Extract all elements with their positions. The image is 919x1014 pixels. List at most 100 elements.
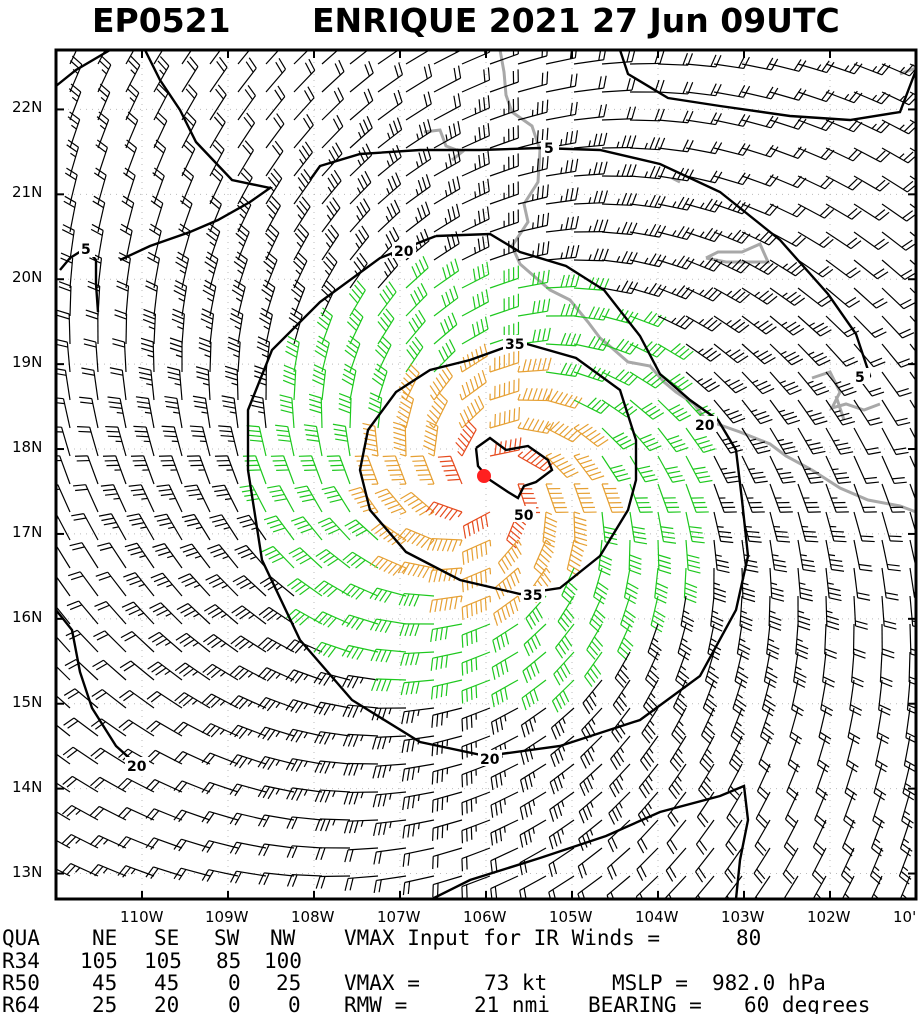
wind-barb [332,423,351,457]
wind-barb [405,255,429,289]
wind-barb [431,707,463,728]
wind-barb [397,561,435,579]
isotach-5-east [618,50,916,122]
wind-barb [405,119,432,149]
wind-barb [377,199,401,233]
wind-barb [321,114,344,149]
wind-barb [348,280,366,317]
wind-barb [114,309,128,345]
wind-barb [608,791,631,825]
wind-barb [606,875,631,899]
wind-barb [657,455,686,483]
wind-barb [231,279,246,317]
wind-barb [545,362,582,377]
wind-barb [237,167,253,205]
wind-barb [685,483,709,513]
wind-barb [56,455,71,485]
storm-id: EP0521 [92,1,231,40]
wind-barb [402,819,435,839]
wind-barb [433,231,460,261]
wind-barb [713,259,751,274]
wind-barb [727,763,743,801]
wind-barb [148,223,162,261]
wind-barb [153,139,167,177]
wind-barb [432,819,463,841]
wind-barb [853,259,889,280]
wind-barb [461,875,491,899]
wind-barb [549,763,575,795]
wind-barb [117,865,155,878]
wind-barb [685,511,705,544]
wind-barb [825,147,863,162]
wind-barb [308,393,323,429]
wind-barb [797,231,834,249]
wind-barb [77,426,99,457]
wind-barb [227,336,241,373]
wind-barb [258,843,295,857]
wind-barb [490,847,519,874]
wind-barb [149,602,183,625]
wind-barb [256,336,271,373]
wind-barb [601,164,637,177]
wind-barb [685,198,723,213]
wind-barb [797,175,835,190]
isotach-50 [474,436,554,500]
wind-barb [92,195,106,233]
wind-barb [342,674,379,689]
wind-barb [293,113,314,149]
wind-barb [698,763,715,800]
wind-barb [124,542,155,569]
wind-barb [759,707,775,745]
wind-barb [629,511,648,545]
wind-barb [542,511,558,548]
wind-barb [797,595,811,631]
wind-barb [368,392,383,429]
wind-barb [261,545,295,569]
wind-barb [797,483,821,513]
wind-barb [657,167,695,182]
wind-barb [265,168,283,205]
wind-barb [315,818,351,832]
wind-barb [265,50,280,65]
isotach-5-northwest-upper [56,50,273,262]
wind-barb [881,595,897,630]
wind-barb [825,427,854,455]
wind-barb [853,539,873,572]
wind-barb [741,399,773,425]
wind-barb [573,277,610,291]
wind-barb [426,391,448,429]
wind-barb [97,542,127,569]
wind-barb [153,111,168,149]
wind-barb [825,259,861,279]
wind-barb [125,83,140,121]
wind-barb [206,223,221,261]
wind-barb [237,85,256,121]
wind-barb [147,661,183,681]
wind-barb [192,395,211,429]
wind-barb [628,539,642,575]
lat-label-13n: 13N [12,863,42,881]
wind-barb [763,651,778,689]
wind-barb [181,139,196,177]
wind-barb [601,50,636,65]
wind-barb [90,223,104,261]
wind-barb [61,862,99,877]
wind-barb [290,279,306,317]
wind-barb [756,763,771,801]
wind-barb [263,515,295,541]
wind-barb [517,156,549,177]
wind-barb [462,539,492,565]
wind-barb [815,763,828,801]
wind-barb [489,50,519,65]
wind-barb [293,196,311,233]
wind-barb [769,483,793,513]
rmw-label: RMW = [344,993,407,1014]
wind-barb [909,455,916,472]
wind-barb [699,735,715,773]
wind-barb [142,308,156,345]
wind-barb [657,315,695,330]
wind-barb [825,483,849,513]
wind-barb [229,812,267,826]
wind-barb [56,397,71,429]
wind-barb [173,867,211,881]
